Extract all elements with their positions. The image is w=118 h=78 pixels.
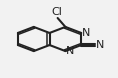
Text: Cl: Cl bbox=[52, 7, 62, 17]
Text: N: N bbox=[66, 46, 75, 56]
Text: N: N bbox=[96, 40, 104, 50]
Text: N: N bbox=[82, 28, 91, 38]
